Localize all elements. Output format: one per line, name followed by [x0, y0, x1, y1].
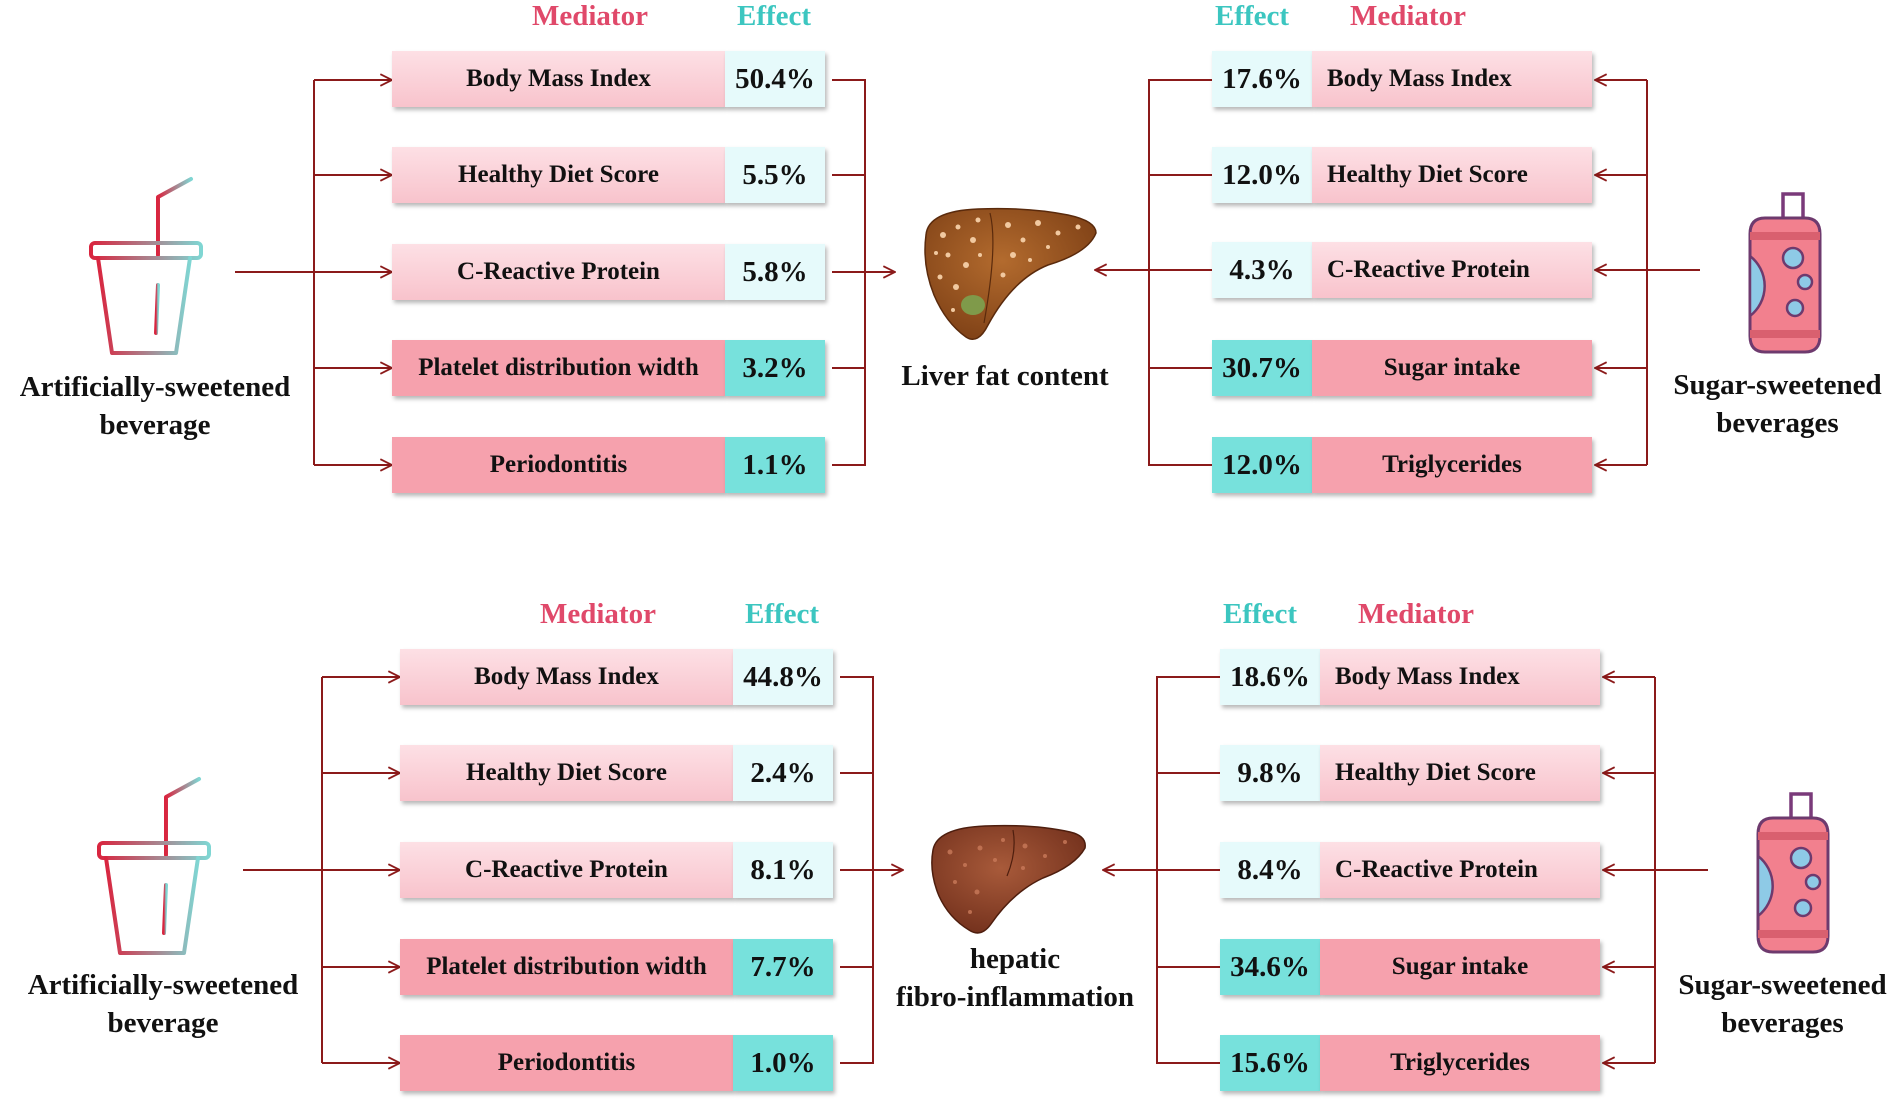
mediator-box: Platelet distribution width	[392, 340, 725, 396]
mediator-box: Sugar intake	[1320, 939, 1600, 995]
mediator-header: Mediator	[1358, 598, 1474, 630]
effect-header: Effect	[1223, 598, 1298, 630]
effect-header: Effect	[1215, 0, 1290, 32]
exposure-label-asb: Artificially-sweetened beverage	[8, 966, 318, 1042]
exposure-line: Sugar-sweetened	[1673, 369, 1882, 401]
outcome-line: hepatic	[969, 943, 1061, 975]
effect-box: 18.6%	[1220, 649, 1320, 705]
mediator-box: Body Mass Index	[400, 649, 733, 705]
exposure-line: beverages	[1721, 1007, 1844, 1039]
effect-box: 9.8%	[1220, 745, 1320, 801]
mediator-box: Body Mass Index	[392, 51, 725, 107]
effect-box: 12.0%	[1212, 437, 1312, 493]
mediator-box: C-Reactive Protein	[1312, 242, 1592, 298]
soda-can-icon	[1756, 792, 1830, 954]
effect-header: Effect	[745, 598, 820, 630]
effect-box: 8.4%	[1220, 842, 1320, 898]
mediator-box: C-Reactive Protein	[392, 244, 725, 300]
mediator-box: Healthy Diet Score	[1312, 147, 1592, 203]
fibrotic-liver-icon	[931, 824, 1086, 934]
mediator-box: Triglycerides	[1320, 1035, 1600, 1091]
effect-header: Effect	[737, 0, 812, 32]
mediator-box: Periodontitis	[392, 437, 725, 493]
effect-box: 4.3%	[1212, 242, 1312, 298]
mediator-box: Periodontitis	[400, 1035, 733, 1091]
exposure-line: Artificially-sweetened	[27, 969, 299, 1001]
exposure-line: beverage	[107, 1007, 219, 1039]
effect-box: 15.6%	[1220, 1035, 1320, 1091]
drink-cup-icon	[97, 777, 211, 955]
mediator-box: Healthy Diet Score	[400, 745, 733, 801]
effect-box: 12.0%	[1212, 147, 1312, 203]
outcome-label-fibro-inflammation: hepatic fibro-inflammation	[880, 940, 1150, 1016]
effect-box: 2.4%	[733, 745, 833, 801]
mediator-box: Sugar intake	[1312, 340, 1592, 396]
outcome-label-liver-fat: Liver fat content	[901, 360, 1109, 392]
exposure-line: beverage	[99, 409, 211, 441]
effect-box: 3.2%	[725, 340, 825, 396]
drink-cup-icon	[89, 177, 203, 355]
mediator-box: Triglycerides	[1312, 437, 1592, 493]
mediator-header: Mediator	[532, 0, 648, 32]
soda-can-icon	[1748, 192, 1822, 354]
effect-box: 7.7%	[733, 939, 833, 995]
effect-box: 1.1%	[725, 437, 825, 493]
effect-box: 44.8%	[733, 649, 833, 705]
mediator-box: Body Mass Index	[1320, 649, 1600, 705]
exposure-line: Artificially-sweetened	[19, 371, 291, 403]
exposure-line: Sugar-sweetened	[1678, 969, 1887, 1001]
exposure-label-ssb: Sugar-sweetened beverages	[1660, 966, 1902, 1042]
effect-box: 8.1%	[733, 842, 833, 898]
mediator-box: Body Mass Index	[1312, 51, 1592, 107]
mediator-box: Healthy Diet Score	[1320, 745, 1600, 801]
exposure-label-ssb: Sugar-sweetened beverages	[1655, 366, 1900, 442]
effect-box: 30.7%	[1212, 340, 1312, 396]
effect-box: 5.8%	[725, 244, 825, 300]
exposure-line: beverages	[1716, 407, 1839, 439]
fatty-liver-icon	[924, 207, 1097, 340]
effect-box: 5.5%	[725, 147, 825, 203]
effect-box: 34.6%	[1220, 939, 1320, 995]
mediator-box: C-Reactive Protein	[1320, 842, 1600, 898]
mediator-box: Healthy Diet Score	[392, 147, 725, 203]
mediator-header: Mediator	[540, 598, 656, 630]
effect-box: 50.4%	[725, 51, 825, 107]
effect-box: 17.6%	[1212, 51, 1312, 107]
mediator-header: Mediator	[1350, 0, 1466, 32]
effect-box: 1.0%	[733, 1035, 833, 1091]
mediator-box: Platelet distribution width	[400, 939, 733, 995]
exposure-label-asb: Artificially-sweetened beverage	[0, 368, 310, 444]
mediator-box: C-Reactive Protein	[400, 842, 733, 898]
outcome-line: fibro-inflammation	[896, 981, 1134, 1013]
